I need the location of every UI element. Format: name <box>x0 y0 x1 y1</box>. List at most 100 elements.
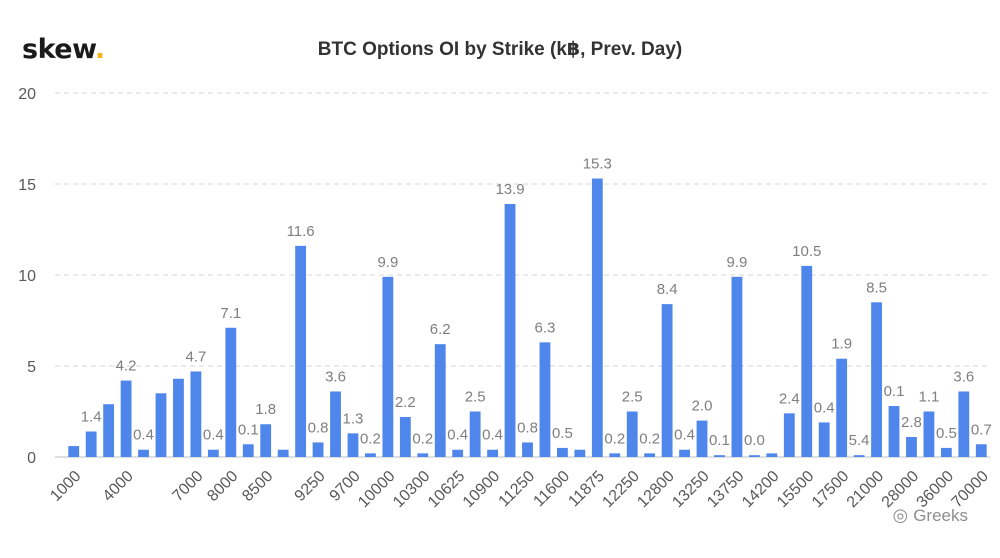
x-tick-label: 9250 <box>292 468 329 505</box>
bar <box>836 358 848 457</box>
x-tick-label: 1000 <box>47 468 84 505</box>
bar <box>312 442 324 457</box>
bar <box>766 453 778 457</box>
data-label: 0.5 <box>936 425 957 442</box>
bar <box>591 178 603 458</box>
data-label: 0.1 <box>884 383 905 400</box>
bar <box>609 453 621 457</box>
x-tick-label: 11250 <box>496 468 539 511</box>
bar <box>260 424 272 457</box>
bar <box>626 411 638 457</box>
data-label: 11.6 <box>287 223 315 240</box>
data-label: 0.4 <box>482 427 503 444</box>
bar <box>295 245 307 457</box>
data-label: 0.7 <box>971 421 992 438</box>
data-label: 2.5 <box>622 389 643 406</box>
x-tick-label: 13750 <box>704 468 748 512</box>
bar <box>888 406 900 457</box>
x-tick-label: 8000 <box>204 468 241 505</box>
bar <box>539 342 551 457</box>
x-tick-label: 8500 <box>239 468 276 505</box>
data-label: 7.1 <box>220 305 241 322</box>
bar <box>940 447 952 457</box>
bar <box>68 446 80 457</box>
bar <box>923 411 935 457</box>
y-tick-label: 5 <box>27 359 36 376</box>
bar <box>155 393 167 457</box>
bar <box>138 449 149 457</box>
x-tick-label: 10900 <box>460 468 504 512</box>
data-label: 0.4 <box>133 427 154 444</box>
x-tick-label: 13250 <box>669 468 713 512</box>
bar <box>679 449 690 457</box>
bar <box>731 276 743 457</box>
y-tick-label: 10 <box>18 268 36 285</box>
x-tick-label: 15500 <box>774 468 818 512</box>
data-label: 5.4 <box>849 432 870 449</box>
data-label: 4.7 <box>185 348 206 365</box>
data-label: 2.4 <box>779 390 800 407</box>
bar <box>207 449 219 457</box>
x-tick-label: 10300 <box>390 468 434 512</box>
data-label: 0.2 <box>604 430 625 447</box>
watermark: ◎ Greeks <box>892 505 968 526</box>
bar <box>644 453 656 457</box>
data-label: 9.9 <box>377 254 398 271</box>
data-label: 0.5 <box>552 425 573 442</box>
bar <box>714 455 725 457</box>
bar <box>103 404 115 457</box>
data-label: 0.2 <box>412 430 433 447</box>
data-label: 0.8 <box>517 419 538 436</box>
watermark-text: Greeks <box>913 505 968 525</box>
x-tick-label: 11875 <box>565 468 608 511</box>
bar <box>277 449 289 457</box>
bar <box>330 391 341 457</box>
data-label: 8.5 <box>866 279 887 296</box>
data-label: 1.8 <box>255 401 276 418</box>
bar <box>504 204 516 457</box>
data-label: 3.6 <box>325 368 346 385</box>
logo-dot: . <box>94 34 105 65</box>
bar <box>853 455 865 457</box>
y-tick-label: 20 <box>18 86 36 103</box>
bar <box>399 416 411 457</box>
x-tick-label: 12800 <box>634 468 678 512</box>
x-tick-label: 11600 <box>531 468 574 511</box>
x-tick-label: 4000 <box>100 468 137 505</box>
bar <box>522 442 533 457</box>
data-label: 15.3 <box>583 156 612 173</box>
data-label: 3.6 <box>953 368 974 385</box>
data-label: 0.2 <box>639 430 660 447</box>
bar <box>190 371 202 457</box>
data-label: 13.9 <box>495 181 524 198</box>
x-tick-label: 14200 <box>739 468 783 512</box>
data-label: 2.0 <box>692 398 713 415</box>
data-label: 2.8 <box>901 414 922 431</box>
data-label: 6.3 <box>535 319 556 336</box>
y-tick-label: 0 <box>27 450 36 467</box>
chart-title: BTC Options OI by Strike (k฿, Prev. Day) <box>317 39 683 60</box>
bar <box>469 411 481 457</box>
data-label: 0.4 <box>814 399 835 416</box>
bar <box>120 380 132 457</box>
data-label: 1.1 <box>918 389 939 406</box>
data-label: 0.1 <box>238 421 259 438</box>
bar <box>906 436 917 457</box>
data-label: 9.9 <box>727 254 748 271</box>
x-tick-label: 21000 <box>844 468 888 512</box>
bar <box>225 327 237 457</box>
data-label: 0.4 <box>674 427 695 444</box>
data-label: 0.8 <box>308 419 329 436</box>
bar <box>452 449 464 457</box>
bar <box>696 420 708 457</box>
bar <box>417 453 429 457</box>
bar <box>783 413 795 457</box>
bar <box>975 444 987 457</box>
data-label: 1.9 <box>831 336 852 353</box>
data-label: 1.3 <box>343 410 364 427</box>
bar <box>748 455 760 457</box>
x-tick-label: 7000 <box>169 468 206 505</box>
y-tick-label: 15 <box>18 177 36 194</box>
x-tick-label: 17500 <box>809 468 853 512</box>
